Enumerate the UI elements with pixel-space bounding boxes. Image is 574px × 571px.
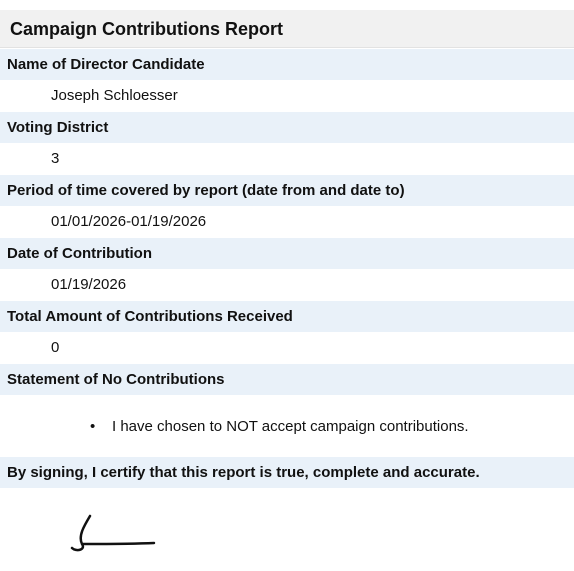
certification: By signing, I certify that this report i… — [0, 457, 574, 488]
statement-list: I have chosen to NOT accept campaign con… — [0, 395, 574, 458]
field-value: 0 — [51, 339, 60, 356]
field-label: Date of Contribution — [0, 238, 574, 269]
field-label: Total Amount of Contributions Received — [0, 301, 574, 332]
field-value: Joseph Schloesser — [51, 87, 178, 104]
report-title: Campaign Contributions Report — [0, 10, 574, 48]
fields: Name of Director Candidate Joseph Schloes… — [0, 49, 574, 458]
statement-label: Statement of No Contributions — [0, 364, 574, 395]
field-value: 01/19/2026 — [51, 276, 127, 293]
statement-text: I have chosen to NOT accept campaign con… — [112, 418, 469, 435]
field-label: Voting District — [0, 112, 574, 143]
statement-item: I have chosen to NOT accept campaign con… — [0, 395, 574, 458]
field-value: 01/01/2026-01/19/2026 — [51, 213, 207, 230]
field-value: 3 — [51, 150, 60, 167]
field-label: Period of time covered by report (date f… — [0, 175, 574, 206]
signature-stroke — [70, 514, 156, 552]
signature — [70, 514, 156, 552]
field-label: Name of Director Candidate — [0, 49, 574, 80]
